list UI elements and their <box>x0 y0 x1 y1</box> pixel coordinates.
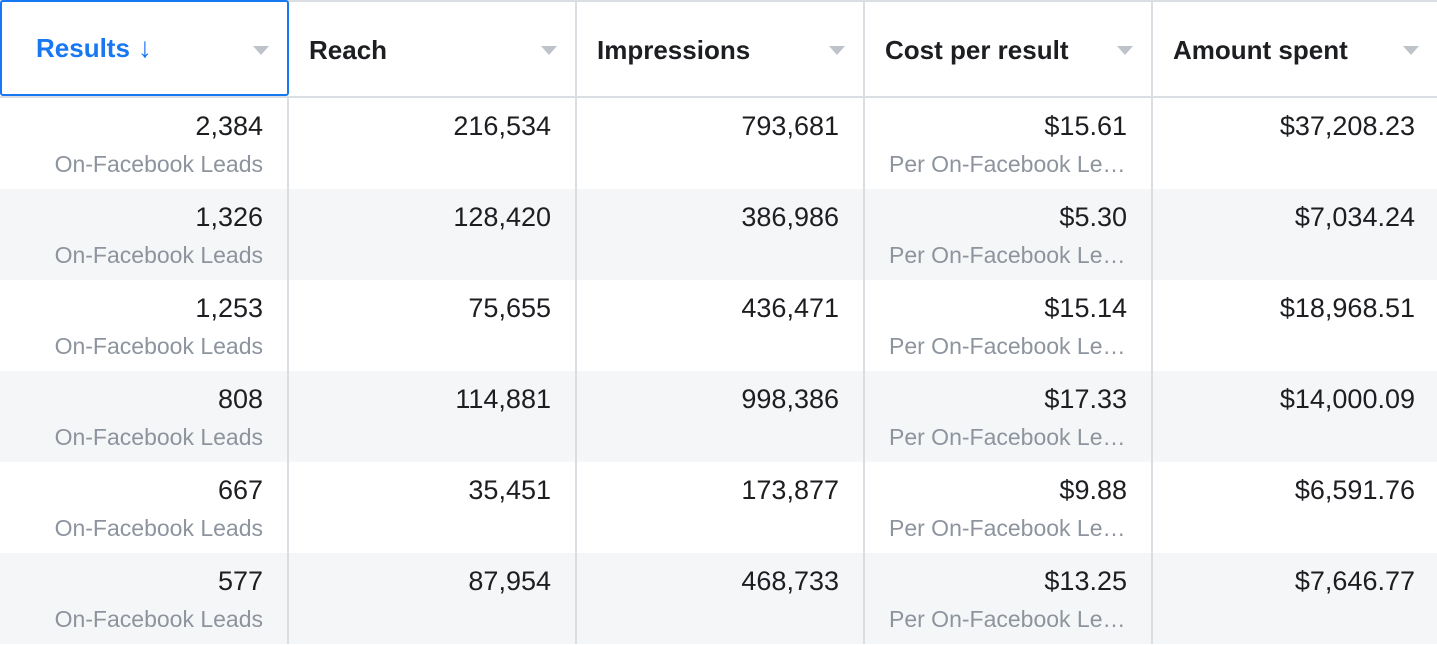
cost-per-result-cell: $15.14 Per On-Facebook Le… <box>865 280 1153 371</box>
table-row: 808 On-Facebook Leads 114,881 998,386 $1… <box>0 371 1437 462</box>
reach-cell: 75,655 <box>289 280 577 371</box>
table-row: 1,326 On-Facebook Leads 128,420 386,986 … <box>0 189 1437 280</box>
results-cell: 577 On-Facebook Leads <box>0 553 289 644</box>
impressions-value: 173,877 <box>741 475 839 505</box>
amount-spent-cell: $37,208.23 <box>1153 98 1437 189</box>
chevron-down-icon[interactable] <box>253 46 269 55</box>
impressions-cell: 386,986 <box>577 189 865 280</box>
results-type: On-Facebook Leads <box>54 515 263 541</box>
reach-value: 35,451 <box>468 475 551 505</box>
arrow-down-icon: ↓ <box>137 32 152 63</box>
results-type: On-Facebook Leads <box>54 424 263 450</box>
impressions-value: 793,681 <box>741 111 839 141</box>
cost-per-result-value: $17.33 <box>1044 384 1127 414</box>
amount-spent-value: $6,591.76 <box>1294 475 1415 505</box>
reach-cell: 216,534 <box>289 98 577 189</box>
results-type: On-Facebook Leads <box>54 151 263 177</box>
cost-per-result-value: $13.25 <box>1044 566 1127 596</box>
impressions-value: 386,986 <box>741 202 839 232</box>
reach-cell: 114,881 <box>289 371 577 462</box>
cost-per-result-type: Per On-Facebook Le… <box>889 424 1126 450</box>
results-cell: 808 On-Facebook Leads <box>0 371 289 462</box>
table-row: 2,384 On-Facebook Leads 216,534 793,681 … <box>0 98 1437 189</box>
cost-per-result-cell: $17.33 Per On-Facebook Le… <box>865 371 1153 462</box>
amount-spent-cell: $7,034.24 <box>1153 189 1437 280</box>
reach-cell: 128,420 <box>289 189 577 280</box>
table-row: 577 On-Facebook Leads 87,954 468,733 $13… <box>0 553 1437 644</box>
amount-spent-cell: $18,968.51 <box>1153 280 1437 371</box>
chevron-down-icon[interactable] <box>541 46 557 55</box>
impressions-cell: 793,681 <box>577 98 865 189</box>
column-header-label: Results <box>36 32 130 63</box>
amount-spent-value: $7,034.24 <box>1294 202 1415 232</box>
table-row: 667 On-Facebook Leads 35,451 173,877 $9.… <box>0 462 1437 553</box>
amount-spent-value: $37,208.23 <box>1279 111 1415 141</box>
cost-per-result-cell: $15.61 Per On-Facebook Le… <box>865 98 1153 189</box>
chevron-down-icon[interactable] <box>829 46 845 55</box>
column-header-reach[interactable]: Reach <box>289 2 577 98</box>
reach-value: 128,420 <box>453 202 551 232</box>
results-value: 667 <box>217 475 263 505</box>
cost-per-result-cell: $13.25 Per On-Facebook Le… <box>865 553 1153 644</box>
cost-per-result-type: Per On-Facebook Le… <box>889 515 1126 541</box>
results-value: 577 <box>217 566 263 596</box>
cost-per-result-value: $15.14 <box>1044 293 1127 323</box>
results-value: 1,326 <box>195 202 263 232</box>
results-value: 2,384 <box>195 111 263 141</box>
table-body: 2,384 On-Facebook Leads 216,534 793,681 … <box>0 98 1437 644</box>
reach-cell: 35,451 <box>289 462 577 553</box>
cost-per-result-type: Per On-Facebook Le… <box>889 606 1126 632</box>
table-row: 1,253 On-Facebook Leads 75,655 436,471 $… <box>0 280 1437 371</box>
results-type: On-Facebook Leads <box>54 242 263 268</box>
cost-per-result-value: $15.61 <box>1044 111 1127 141</box>
impressions-cell: 173,877 <box>577 462 865 553</box>
impressions-cell: 468,733 <box>577 553 865 644</box>
chevron-down-icon[interactable] <box>1117 46 1133 55</box>
amount-spent-value: $18,968.51 <box>1279 293 1415 323</box>
results-value: 808 <box>217 384 263 414</box>
results-cell: 667 On-Facebook Leads <box>0 462 289 553</box>
cost-per-result-type: Per On-Facebook Le… <box>889 333 1126 359</box>
reach-cell: 87,954 <box>289 553 577 644</box>
results-type: On-Facebook Leads <box>54 606 263 632</box>
cost-per-result-cell: $5.30 Per On-Facebook Le… <box>865 189 1153 280</box>
reach-value: 87,954 <box>468 566 551 596</box>
impressions-value: 436,471 <box>741 293 839 323</box>
cost-per-result-type: Per On-Facebook Le… <box>889 151 1126 177</box>
results-type: On-Facebook Leads <box>54 333 263 359</box>
amount-spent-cell: $14,000.09 <box>1153 371 1437 462</box>
amount-spent-value: $7,646.77 <box>1294 566 1415 596</box>
cost-per-result-cell: $9.88 Per On-Facebook Le… <box>865 462 1153 553</box>
results-cell: 1,326 On-Facebook Leads <box>0 189 289 280</box>
reach-value: 114,881 <box>455 384 551 414</box>
impressions-value: 468,733 <box>741 566 839 596</box>
column-header-cost-per-result[interactable]: Cost per result <box>865 2 1153 98</box>
cost-per-result-value: $5.30 <box>1059 202 1127 232</box>
results-cell: 1,253 On-Facebook Leads <box>0 280 289 371</box>
impressions-value: 998,386 <box>741 384 839 414</box>
chevron-down-icon[interactable] <box>1403 46 1419 55</box>
reach-value: 75,655 <box>468 293 551 323</box>
amount-spent-cell: $6,591.76 <box>1153 462 1437 553</box>
amount-spent-value: $14,000.09 <box>1279 384 1415 414</box>
column-header-label: Amount spent <box>1173 34 1348 65</box>
cost-per-result-type: Per On-Facebook Le… <box>889 242 1126 268</box>
column-header-label: Reach <box>309 34 388 65</box>
impressions-cell: 998,386 <box>577 371 865 462</box>
amount-spent-cell: $7,646.77 <box>1153 553 1437 644</box>
column-header-results[interactable]: Results ↓ <box>0 0 289 96</box>
reach-value: 216,534 <box>453 111 551 141</box>
column-header-amount-spent[interactable]: Amount spent <box>1153 2 1437 98</box>
column-header-label: Impressions <box>597 34 751 65</box>
column-header-label: Cost per result <box>885 34 1069 65</box>
results-value: 1,253 <box>195 293 263 323</box>
cost-per-result-value: $9.88 <box>1059 475 1127 505</box>
table-header: Results ↓ Reach Impressions Cost per res… <box>0 0 1437 98</box>
results-cell: 2,384 On-Facebook Leads <box>0 98 289 189</box>
column-header-impressions[interactable]: Impressions <box>577 2 865 98</box>
impressions-cell: 436,471 <box>577 280 865 371</box>
